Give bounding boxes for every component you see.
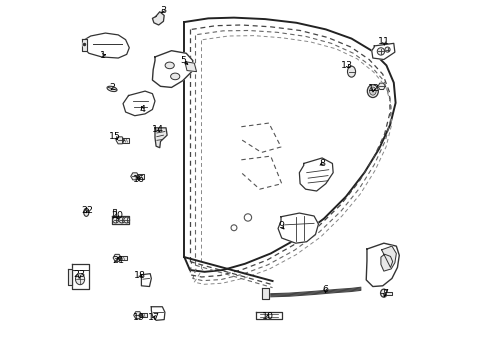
Text: 2: 2 <box>109 83 115 92</box>
Polygon shape <box>372 43 395 59</box>
Polygon shape <box>381 246 396 271</box>
Polygon shape <box>72 264 89 289</box>
Polygon shape <box>119 256 127 260</box>
Text: 7: 7 <box>382 289 389 298</box>
Ellipse shape <box>165 62 174 69</box>
Polygon shape <box>256 311 282 319</box>
Text: 22: 22 <box>81 206 93 215</box>
Polygon shape <box>113 255 121 261</box>
Polygon shape <box>68 269 73 285</box>
Polygon shape <box>278 213 318 243</box>
Text: 21: 21 <box>112 256 124 265</box>
Ellipse shape <box>107 86 117 91</box>
Text: 10: 10 <box>262 312 274 321</box>
Polygon shape <box>83 33 129 58</box>
Text: 19: 19 <box>133 313 145 322</box>
Polygon shape <box>152 51 193 87</box>
Text: 17: 17 <box>148 313 160 322</box>
Text: 8: 8 <box>319 159 325 168</box>
Polygon shape <box>122 139 129 143</box>
Ellipse shape <box>83 41 86 48</box>
Text: 1: 1 <box>99 51 105 60</box>
Polygon shape <box>131 173 139 180</box>
Polygon shape <box>134 312 142 319</box>
Text: 15: 15 <box>109 132 121 141</box>
Polygon shape <box>140 313 147 318</box>
Circle shape <box>113 217 119 223</box>
Ellipse shape <box>171 73 180 80</box>
Text: 14: 14 <box>151 125 164 134</box>
Ellipse shape <box>75 274 85 285</box>
Polygon shape <box>123 91 155 116</box>
Polygon shape <box>116 137 124 144</box>
Ellipse shape <box>381 289 387 297</box>
Text: 11: 11 <box>378 37 390 46</box>
Polygon shape <box>366 243 399 287</box>
Circle shape <box>377 48 385 55</box>
Circle shape <box>119 217 125 223</box>
Text: 9: 9 <box>278 221 284 230</box>
Circle shape <box>124 217 130 223</box>
Polygon shape <box>112 216 129 224</box>
Text: 16: 16 <box>133 175 145 184</box>
Polygon shape <box>114 210 117 216</box>
Ellipse shape <box>369 87 376 95</box>
Text: 4: 4 <box>140 105 146 114</box>
Circle shape <box>385 47 390 52</box>
Polygon shape <box>151 307 165 320</box>
Polygon shape <box>152 12 164 25</box>
Polygon shape <box>82 39 87 51</box>
Polygon shape <box>299 158 333 191</box>
Ellipse shape <box>84 208 89 216</box>
Text: 20: 20 <box>111 211 123 220</box>
Ellipse shape <box>368 85 378 98</box>
Ellipse shape <box>347 66 356 77</box>
Polygon shape <box>385 292 392 294</box>
Polygon shape <box>137 175 144 179</box>
Text: 12: 12 <box>368 84 380 93</box>
Text: 18: 18 <box>134 271 147 280</box>
Text: 13: 13 <box>341 61 353 70</box>
Polygon shape <box>142 274 151 287</box>
Polygon shape <box>262 288 269 300</box>
Text: 23: 23 <box>74 270 86 279</box>
Text: 3: 3 <box>160 6 167 15</box>
Text: 6: 6 <box>322 285 328 294</box>
Polygon shape <box>378 83 385 90</box>
Text: 5: 5 <box>180 56 186 65</box>
Polygon shape <box>186 62 196 72</box>
Polygon shape <box>155 128 167 148</box>
